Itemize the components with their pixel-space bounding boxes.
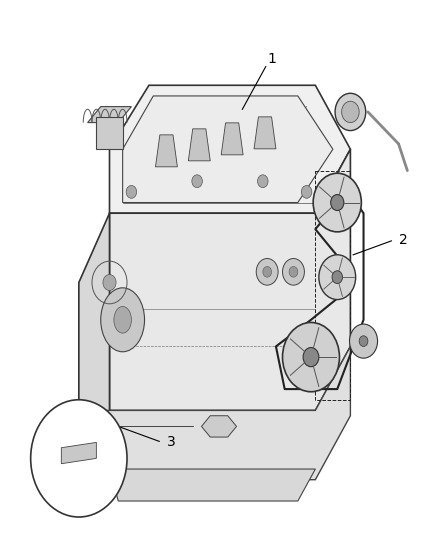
Circle shape	[283, 322, 339, 392]
Circle shape	[31, 400, 127, 517]
Polygon shape	[221, 123, 243, 155]
Circle shape	[359, 336, 368, 346]
Ellipse shape	[114, 306, 131, 333]
Circle shape	[313, 173, 361, 232]
Polygon shape	[88, 107, 131, 123]
Polygon shape	[123, 96, 333, 203]
Circle shape	[301, 185, 312, 198]
Polygon shape	[79, 213, 110, 474]
Circle shape	[335, 93, 366, 131]
Circle shape	[350, 324, 378, 358]
Ellipse shape	[101, 288, 145, 352]
Circle shape	[263, 266, 272, 277]
Polygon shape	[188, 129, 210, 161]
Polygon shape	[254, 117, 276, 149]
Polygon shape	[110, 149, 350, 410]
Polygon shape	[96, 117, 123, 149]
Circle shape	[289, 266, 298, 277]
Text: 2: 2	[399, 233, 407, 247]
Circle shape	[258, 175, 268, 188]
Circle shape	[332, 271, 343, 284]
Circle shape	[256, 259, 278, 285]
Polygon shape	[110, 85, 350, 213]
Polygon shape	[61, 442, 96, 464]
Polygon shape	[201, 416, 237, 437]
Polygon shape	[155, 135, 177, 167]
Text: 1: 1	[267, 52, 276, 66]
Circle shape	[283, 259, 304, 285]
Circle shape	[342, 101, 359, 123]
Circle shape	[103, 274, 116, 290]
Polygon shape	[88, 346, 350, 480]
Text: 3: 3	[166, 435, 175, 449]
Circle shape	[303, 348, 319, 367]
Polygon shape	[110, 469, 315, 501]
Circle shape	[192, 175, 202, 188]
Circle shape	[331, 195, 344, 211]
Circle shape	[319, 255, 356, 300]
Circle shape	[126, 185, 137, 198]
